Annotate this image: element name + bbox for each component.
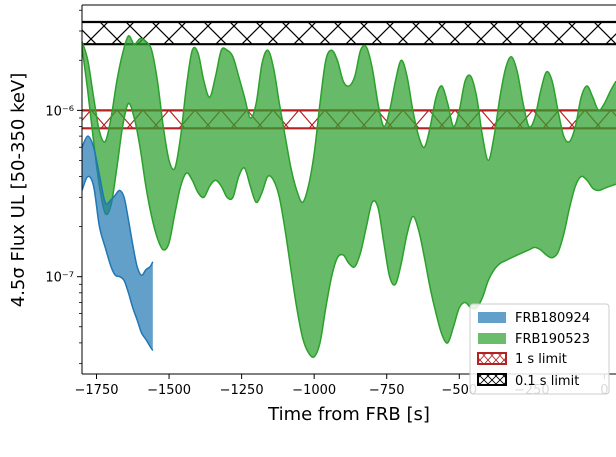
band-frb190523 bbox=[82, 35, 616, 358]
legend-label-0.1s-limit: 0.1 s limit bbox=[515, 374, 579, 389]
x-tick-label: −1750 bbox=[75, 383, 119, 398]
legend-label-1s-limit: 1 s limit bbox=[515, 352, 567, 367]
band-0.1s-limit bbox=[82, 21, 616, 45]
x-tick-label: −500 bbox=[441, 383, 477, 398]
legend-swatch-1s-limit bbox=[477, 352, 507, 365]
band-frb180924-upper-edge bbox=[82, 135, 154, 277]
x-tick-label: −1250 bbox=[220, 383, 264, 398]
x-tick-label: −1500 bbox=[147, 383, 191, 398]
legend-label-frb190523: FRB190523 bbox=[515, 332, 590, 347]
legend: FRB180924 FRB190523 1 s limit 0.1 s limi… bbox=[469, 303, 610, 395]
band-frb190523-lower-edge bbox=[82, 47, 616, 358]
y-tick-label: 10⁻⁷ bbox=[45, 271, 74, 286]
plot-area bbox=[82, 20, 616, 358]
legend-swatch-frb180924 bbox=[478, 312, 506, 323]
x-axis-label: Time from FRB [s] bbox=[267, 404, 430, 425]
band-frb180924-lower-edge bbox=[82, 175, 154, 351]
y-axis-ticks: 10⁻⁷ 10⁻⁶ bbox=[45, 9, 82, 365]
x-tick-label: −1000 bbox=[292, 383, 336, 398]
legend-swatch-0.1s-limit bbox=[477, 373, 507, 386]
y-axis-label: 4.5σ Flux UL [50-350 keV] bbox=[8, 73, 29, 308]
legend-frame bbox=[469, 303, 610, 395]
legend-swatch-frb190523 bbox=[478, 333, 506, 344]
band-frb180924 bbox=[82, 136, 153, 351]
x-tick-label: −750 bbox=[369, 383, 405, 398]
y-tick-label: 10⁻⁶ bbox=[45, 104, 74, 119]
band-frb190523-upper-edge bbox=[82, 35, 616, 204]
legend-label-frb180924: FRB180924 bbox=[515, 311, 590, 326]
